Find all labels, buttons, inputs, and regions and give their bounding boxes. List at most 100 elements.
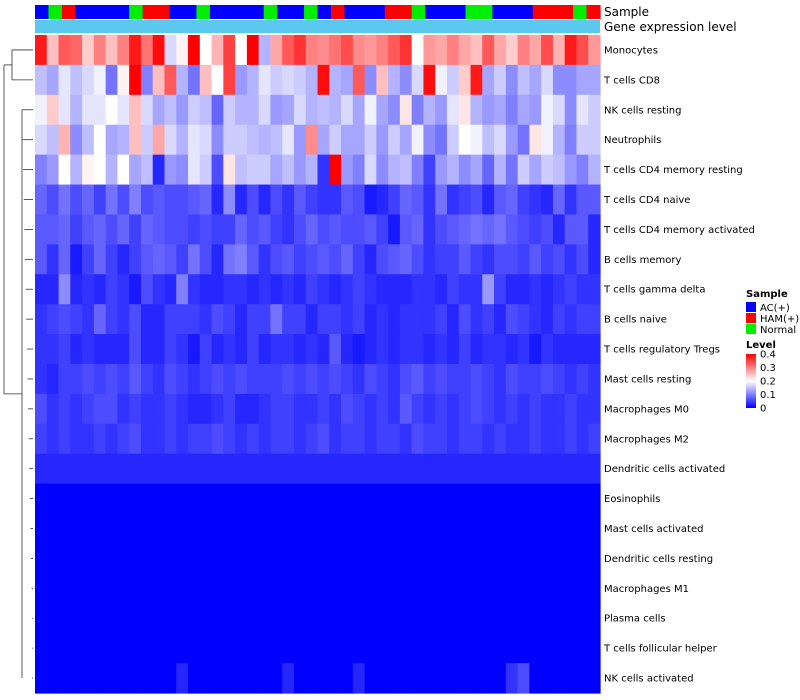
heatmap-cell	[470, 184, 483, 216]
heatmap-cell	[552, 543, 566, 574]
heatmap-cell	[188, 423, 201, 455]
heatmap-cell	[235, 94, 248, 126]
heatmap-cell	[552, 453, 566, 485]
heatmap-cell	[188, 663, 201, 694]
heatmap-cell	[164, 453, 177, 485]
heatmap-cell	[494, 274, 507, 305]
heatmap-cell	[293, 364, 307, 395]
row-label: Macrophages M0	[604, 404, 689, 415]
heatmap-cell	[35, 124, 48, 156]
heatmap-cell	[58, 603, 71, 634]
heatmap-cell	[329, 64, 342, 96]
heatmap-cell	[376, 184, 389, 216]
heatmap-cell	[46, 364, 60, 395]
heatmap-cell	[293, 573, 307, 604]
heatmap-cell	[470, 334, 483, 365]
sample-track-cell	[277, 5, 292, 19]
heatmap-cell	[458, 274, 472, 305]
heatmap-cell	[435, 244, 448, 275]
heatmap-cell	[564, 64, 578, 96]
heatmap-cell	[446, 244, 460, 275]
heatmap-cell	[164, 35, 177, 66]
row-label: Macrophages M1	[604, 584, 689, 595]
heatmap-cell	[305, 663, 319, 694]
heatmap-cell	[470, 603, 483, 634]
heatmap-cell	[82, 274, 95, 305]
sample-track-cell	[61, 5, 76, 19]
heatmap-cell	[458, 603, 472, 634]
heatmap-cell	[258, 244, 272, 275]
heatmap-cell	[541, 483, 554, 515]
heatmap-cell	[82, 513, 95, 545]
heatmap-cell	[199, 364, 213, 395]
heatmap-cell	[199, 35, 213, 66]
heatmap-cell	[435, 94, 448, 126]
heatmap-cell	[505, 304, 519, 335]
heatmap-cell	[364, 573, 377, 604]
heatmap-cell	[588, 274, 601, 305]
heatmap-cell	[435, 64, 448, 96]
heatmap-cell	[293, 393, 307, 425]
heatmap-cell	[317, 35, 330, 66]
heatmap-cell	[388, 543, 401, 574]
heatmap-cell	[105, 334, 118, 365]
heatmap-cell	[482, 573, 495, 604]
heatmap-cell	[458, 393, 472, 425]
heatmap-cell	[93, 543, 107, 574]
heatmap-cell	[211, 35, 224, 66]
heatmap-cell	[341, 35, 354, 66]
heatmap-cell	[446, 543, 460, 574]
heatmap-cell	[105, 304, 118, 335]
heatmap-cell	[258, 64, 272, 96]
heatmap-cell	[211, 423, 224, 455]
heatmap-cell	[140, 633, 154, 664]
heatmap-cell	[293, 94, 307, 126]
heatmap-cell	[505, 663, 519, 694]
heatmap-cell	[270, 573, 283, 604]
heatmap-cell	[282, 244, 295, 275]
heatmap-cell	[282, 154, 295, 186]
heatmap-cell	[517, 334, 530, 365]
heatmap-cell	[470, 393, 483, 425]
heatmap-cell	[270, 483, 283, 515]
heatmap-cell	[458, 423, 472, 455]
sample-track-cell	[317, 5, 332, 19]
heatmap-cell	[35, 633, 48, 664]
heatmap-cell	[46, 633, 60, 664]
heatmap-cell	[93, 304, 107, 335]
heatmap-cell	[129, 64, 142, 96]
heatmap-cell	[152, 364, 166, 395]
heatmap-cell	[352, 393, 366, 425]
heatmap-cell	[70, 244, 83, 275]
heatmap-cell	[388, 274, 401, 305]
sample-track-cell	[223, 5, 238, 19]
sample-track-cell	[573, 5, 588, 19]
heatmap-cell	[341, 513, 354, 545]
heatmap-cell	[376, 573, 389, 604]
heatmap-cell	[423, 35, 436, 66]
heatmap-cell	[270, 64, 283, 96]
heatmap-cell	[529, 513, 542, 545]
heatmap-cell	[552, 35, 566, 66]
heatmap-cell	[199, 423, 213, 455]
heatmap-cell	[282, 214, 295, 245]
heatmap-cell	[458, 364, 472, 395]
heatmap-cell	[399, 274, 413, 305]
sample-track-cell	[250, 5, 265, 19]
heatmap-cell	[588, 184, 601, 216]
heatmap-cell	[129, 274, 142, 305]
heatmap-cell	[176, 304, 189, 335]
heatmap-cell	[423, 94, 436, 126]
level-colorbar	[746, 354, 756, 408]
heatmap-cell	[576, 64, 589, 96]
heatmap-cell	[117, 513, 130, 545]
heatmap-cell	[352, 543, 366, 574]
heatmap-cell	[188, 304, 201, 335]
heatmap-cell	[341, 334, 354, 365]
heatmap-cell	[435, 154, 448, 186]
heatmap-cell	[282, 304, 295, 335]
heatmap-cell	[458, 453, 472, 485]
heatmap-cell	[494, 393, 507, 425]
heatmap-cell	[211, 633, 224, 664]
heatmap-cell	[364, 543, 377, 574]
